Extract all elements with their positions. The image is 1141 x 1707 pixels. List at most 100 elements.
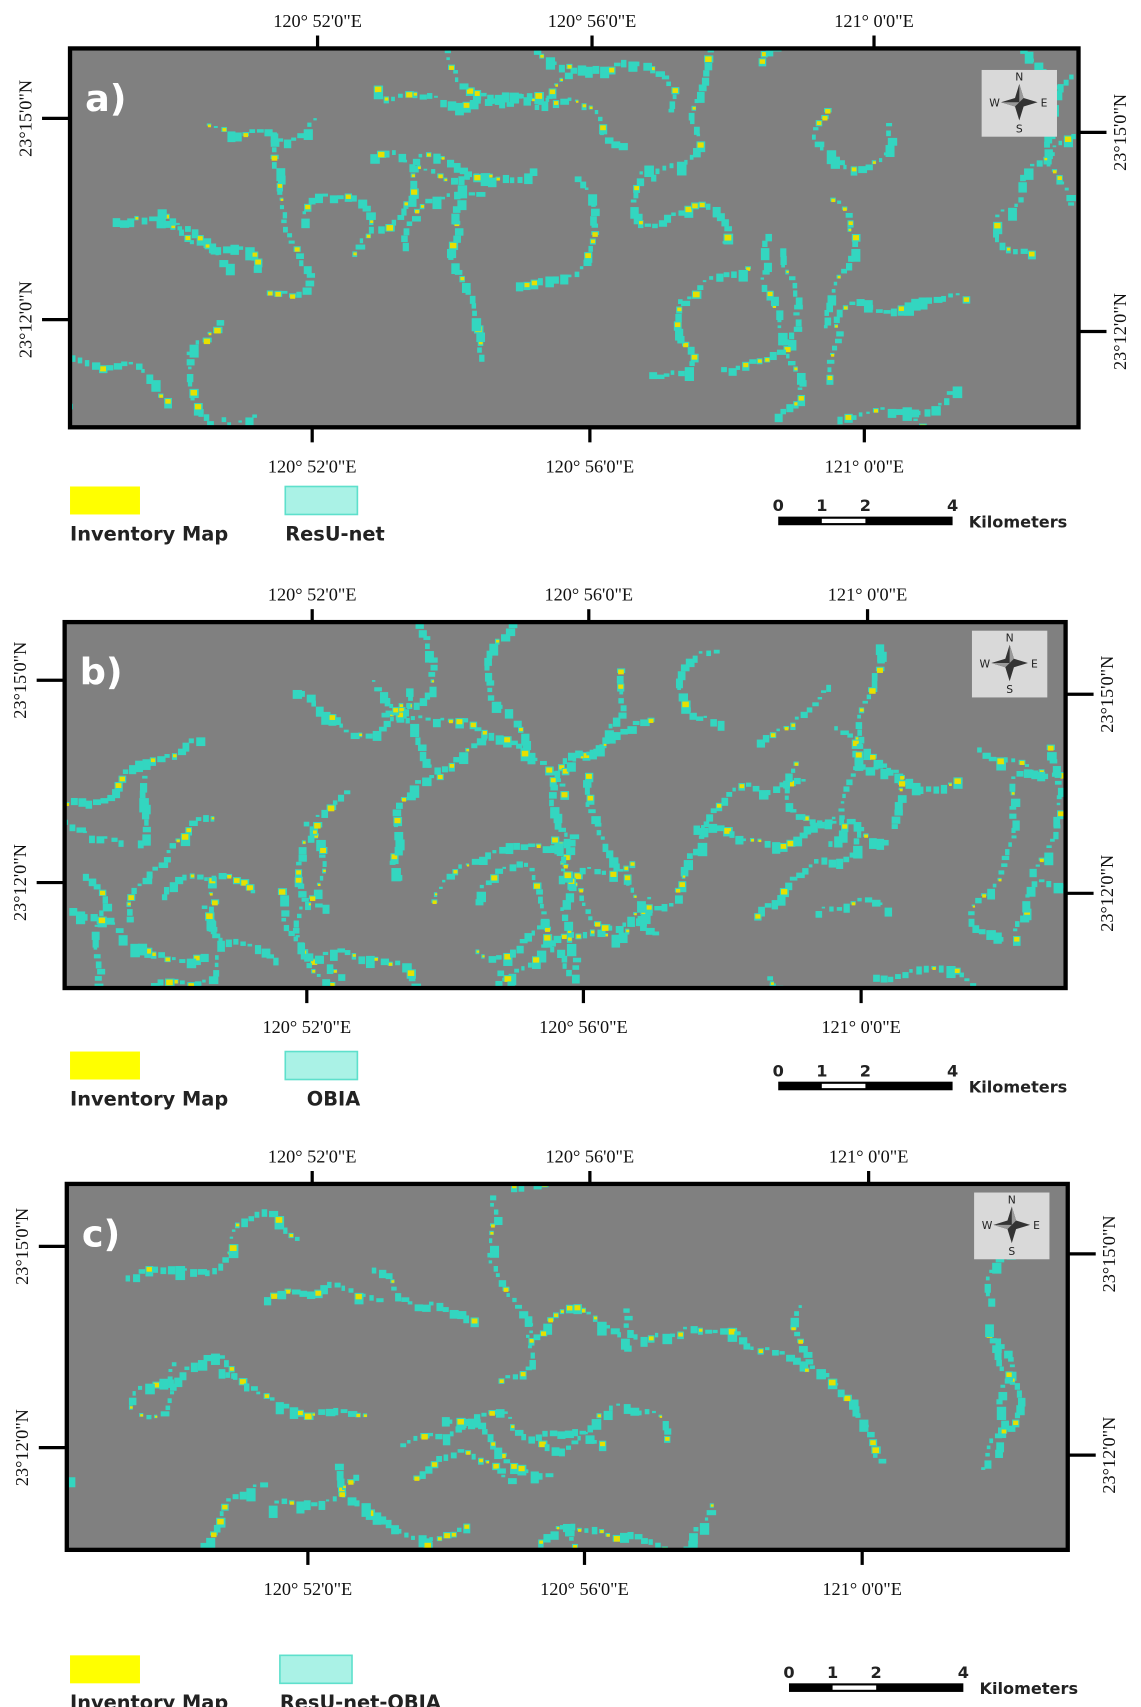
inventory-patch [595, 922, 600, 926]
inventory-patch [214, 328, 221, 334]
inventory-patch [1002, 1430, 1007, 1434]
detection-patch [959, 973, 963, 978]
detection-patch [926, 786, 931, 791]
detection-patch [482, 1429, 488, 1434]
detection-patch [969, 919, 975, 927]
detection-patch [442, 766, 448, 772]
detection-patch [415, 737, 420, 745]
detection-patch [549, 800, 554, 807]
detection-patch [48, 364, 52, 367]
detection-patch [552, 1447, 560, 1456]
detection-patch [986, 18, 994, 24]
panel-label: c) [82, 1212, 120, 1255]
detection-patch [277, 190, 282, 194]
inventory-patch [535, 93, 542, 99]
detection-patch [5, 1463, 11, 1466]
detection-patch [226, 1498, 231, 1501]
detection-patch [750, 1347, 753, 1350]
detection-patch [444, 1454, 449, 1460]
inventory-patch [394, 818, 400, 823]
detection-patch [761, 248, 770, 260]
detection-patch [212, 876, 217, 882]
detection-patch [294, 936, 298, 941]
inventory-patch [698, 142, 704, 147]
detection-patch [986, 1291, 990, 1296]
detection-patch [780, 1351, 785, 1354]
inventory-patch [504, 1288, 509, 1292]
detection-patch [837, 907, 842, 911]
detection-patch [218, 948, 222, 950]
detection-patch [475, 595, 484, 603]
detection-patch [369, 1295, 373, 1301]
detection-patch [664, 215, 671, 223]
detection-patch [409, 196, 417, 207]
inventory-patch [140, 1414, 143, 1416]
detection-patch [772, 900, 778, 909]
detection-patch [699, 1055, 706, 1060]
detection-patch [670, 101, 676, 109]
detection-patch [540, 761, 547, 765]
detection-patch [872, 673, 878, 681]
detection-patch [508, 1417, 512, 1419]
detection-patch [987, 889, 995, 900]
scale-unit: Kilometers [979, 1679, 1078, 1698]
detection-patch [1067, 774, 1074, 782]
inventory-patch [1106, 73, 1111, 78]
detection-patch [732, 788, 735, 792]
detection-patch [190, 345, 199, 358]
detection-patch [778, 1019, 781, 1021]
inventory-patch [1058, 811, 1064, 816]
scale-label: 1 [816, 496, 827, 515]
detection-patch [33, 1466, 38, 1471]
detection-patch [648, 1539, 652, 1545]
detection-patch [99, 910, 103, 916]
detection-patch [585, 1435, 594, 1444]
detection-patch [741, 1081, 745, 1085]
detection-patch [408, 1301, 413, 1304]
detection-patch [254, 266, 262, 273]
detection-patch [207, 920, 216, 930]
detection-patch [283, 1404, 289, 1409]
detection-patch [270, 1397, 275, 1400]
detection-patch [731, 271, 737, 278]
bottom-coordinate: 121° 0'0"E [822, 1579, 902, 1599]
detection-patch [513, 592, 518, 597]
detection-patch [447, 160, 454, 168]
detection-patch [515, 1430, 523, 1436]
detection-patch [289, 931, 295, 936]
detection-patch [793, 290, 797, 296]
detection-patch [839, 830, 848, 842]
detection-patch [159, 862, 169, 868]
inventory-patch [679, 882, 685, 887]
detection-patch [973, 11, 978, 15]
detection-patch [916, 966, 922, 974]
left-coordinate: 23°15'0"N [10, 642, 30, 719]
detection-patch [506, 1293, 509, 1297]
inventory-patch [600, 1530, 604, 1533]
inventory-patch [849, 221, 853, 225]
detection-patch [1030, 869, 1037, 877]
detection-patch [1013, 928, 1017, 931]
detection-patch [304, 1500, 311, 1510]
inventory-patch [393, 708, 398, 712]
inventory-patch [626, 930, 629, 933]
inventory-patch [705, 56, 711, 62]
inventory-patch [666, 1612, 670, 1615]
detection-patch [453, 757, 459, 762]
inventory-patch [578, 1529, 581, 1532]
detection-patch [721, 798, 728, 806]
detection-patch [688, 347, 695, 355]
detection-patch [476, 899, 484, 905]
detection-patch [982, 544, 987, 549]
detection-patch [297, 133, 305, 138]
detection-patch [621, 1339, 630, 1350]
detection-patch [509, 93, 518, 104]
detection-patch [746, 783, 751, 787]
detection-patch [579, 896, 584, 902]
detection-patch [94, 947, 98, 950]
detection-patch [1066, 195, 1076, 201]
detection-patch [923, 430, 932, 437]
inventory-patch [378, 152, 384, 158]
detection-patch [786, 803, 794, 812]
detection-patch [212, 934, 220, 939]
